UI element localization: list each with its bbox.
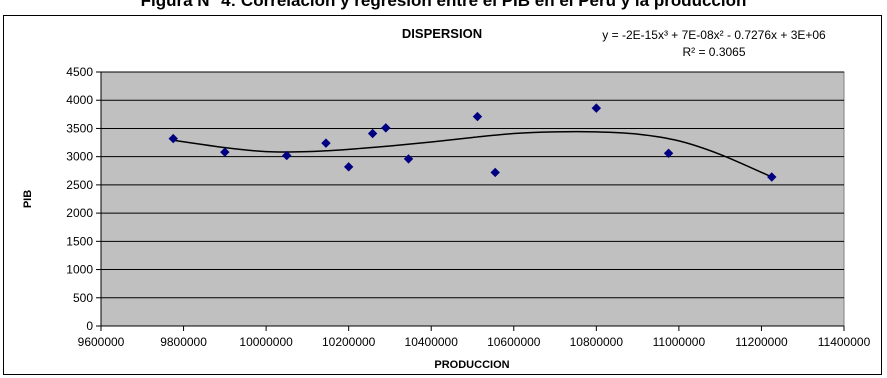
data-point bbox=[220, 147, 230, 157]
x-tick-label: 9800000 bbox=[160, 335, 207, 349]
data-point bbox=[343, 162, 354, 172]
trendline-r2: R² = 0.3065 bbox=[682, 45, 745, 59]
y-tick-label: 2000 bbox=[66, 206, 93, 220]
scatter-chart: DISPERSION y = -2E-15x³ + 7E-08x² - 0.72… bbox=[22, 26, 871, 371]
data-point bbox=[663, 148, 674, 158]
y-tick-label: 500 bbox=[73, 291, 93, 305]
data-point bbox=[403, 154, 414, 164]
x-axis: 9600000 9800000 10000000 10200000 10400000 10… bbox=[78, 325, 871, 349]
data-point bbox=[472, 111, 483, 122]
y-tick-label: 1000 bbox=[66, 263, 93, 277]
chart-frame: DISPERSION y = -2E-15x³ + 7E-08x² - 0.72… bbox=[3, 15, 882, 375]
y-tick-label: 3500 bbox=[66, 121, 93, 135]
data-point bbox=[381, 123, 391, 133]
data-point bbox=[367, 128, 378, 139]
y-tick-label: 3000 bbox=[66, 150, 93, 164]
plot-area bbox=[100, 71, 845, 327]
y-tick-label: 1500 bbox=[66, 234, 93, 248]
trendline bbox=[173, 130, 773, 178]
x-tick-label: 9600000 bbox=[78, 335, 125, 349]
x-tick-label: 10000000 bbox=[239, 335, 293, 349]
data-point bbox=[490, 167, 500, 178]
data-points bbox=[168, 103, 777, 182]
x-tick-label: 10600000 bbox=[487, 335, 541, 349]
y-tick-label: 2500 bbox=[66, 178, 93, 192]
y-axis-label: PIB bbox=[22, 190, 34, 208]
data-point bbox=[168, 133, 178, 144]
figure-caption: Figura N° 4: Correlación y regresión ent… bbox=[140, 0, 747, 10]
data-point bbox=[591, 103, 602, 113]
x-tick-label: 10800000 bbox=[570, 335, 624, 349]
y-tick-label: 0 bbox=[86, 319, 93, 333]
chart-title: DISPERSION bbox=[402, 26, 482, 41]
y-tick-label: 4500 bbox=[66, 65, 93, 79]
x-tick-label: 11400000 bbox=[818, 335, 871, 349]
y-axis: 0 500 1000 1500 2000 2500 3000 3500 4000 4500 bbox=[66, 65, 102, 333]
data-point bbox=[282, 150, 292, 161]
data-point bbox=[321, 138, 331, 148]
data-point bbox=[767, 172, 777, 182]
trendline-equation: y = -2E-15x³ + 7E-08x² - 0.7276x + 3E+06 bbox=[602, 28, 826, 42]
x-tick-label: 10200000 bbox=[322, 335, 376, 349]
x-axis-label: PRODUCCION bbox=[434, 359, 509, 371]
x-tick-label: 11200000 bbox=[735, 335, 788, 349]
y-tick-label: 4000 bbox=[66, 93, 93, 107]
x-tick-label: 10400000 bbox=[405, 335, 459, 349]
x-tick-label: 11000000 bbox=[653, 335, 706, 349]
